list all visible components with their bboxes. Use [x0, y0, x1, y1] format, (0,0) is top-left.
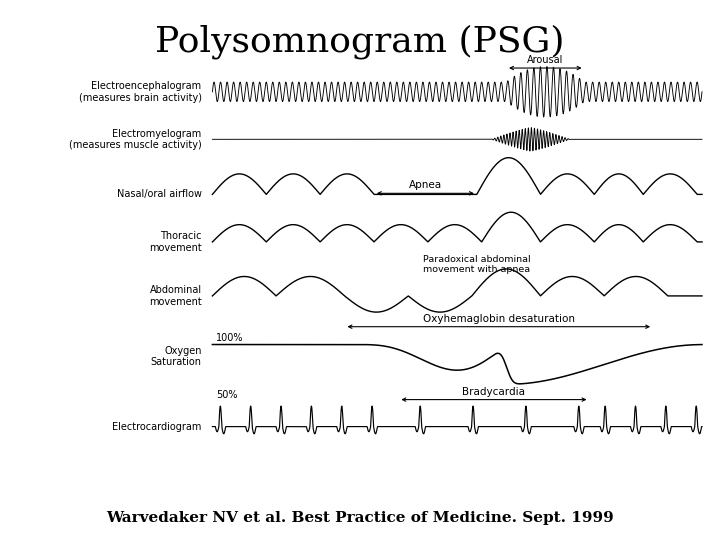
Text: Paradoxical abdominal
movement with apnea: Paradoxical abdominal movement with apne… — [423, 255, 530, 274]
Text: Apnea: Apnea — [409, 179, 442, 190]
Text: Polysomnogram (PSG): Polysomnogram (PSG) — [156, 24, 564, 59]
Text: Oxyhemaglobin desaturation: Oxyhemaglobin desaturation — [423, 314, 575, 324]
Text: Electromyelogram
(measures muscle activity): Electromyelogram (measures muscle activi… — [69, 129, 202, 150]
Text: Electroencephalogram
(measures brain activity): Electroencephalogram (measures brain act… — [78, 81, 202, 103]
Text: Bradycardia: Bradycardia — [462, 387, 526, 397]
Text: Oxygen
Saturation: Oxygen Saturation — [150, 346, 202, 367]
Text: 50%: 50% — [216, 390, 238, 400]
Text: Electrocardiogram: Electrocardiogram — [112, 422, 202, 431]
Text: Arousal: Arousal — [527, 55, 564, 65]
Text: Abdominal
movement: Abdominal movement — [149, 285, 202, 307]
Text: Warvedaker NV et al. Best Practice of Medicine. Sept. 1999: Warvedaker NV et al. Best Practice of Me… — [106, 511, 614, 525]
Text: Nasal/oral airflow: Nasal/oral airflow — [117, 190, 202, 199]
Text: Thoracic
movement: Thoracic movement — [149, 231, 202, 253]
Text: 100%: 100% — [216, 333, 243, 343]
